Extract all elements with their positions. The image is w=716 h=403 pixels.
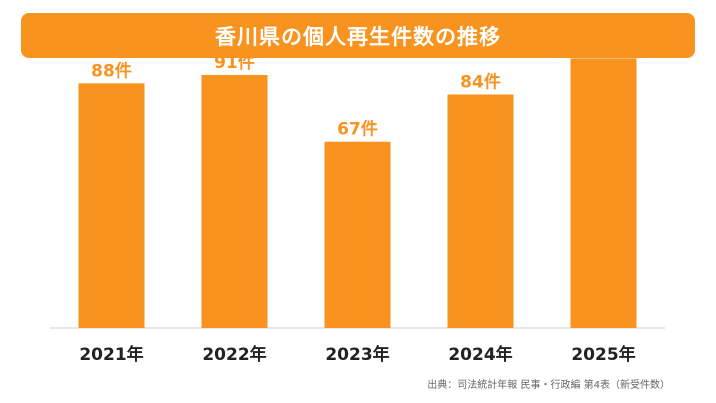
chart-title: 香川県の個人再生件数の推移 <box>215 24 501 49</box>
bar-1 <box>201 75 268 329</box>
bar-value-label-0: 88件 <box>91 60 132 81</box>
bar-value-label-2: 67件 <box>337 119 378 140</box>
bar-value-label-1: 91件 <box>214 52 255 73</box>
x-tick-label-0: 2021年 <box>79 344 143 365</box>
bar-value-label-3: 84件 <box>460 71 501 92</box>
bar-4 <box>570 58 637 329</box>
x-tick-label-2: 2023年 <box>325 344 389 365</box>
bar-0 <box>78 83 145 328</box>
bar-2 <box>324 141 391 328</box>
x-tick-label-1: 2022年 <box>202 344 266 365</box>
bar-3 <box>447 94 514 328</box>
bar-value-label-4: 97件 <box>583 35 624 56</box>
source-note: 出典：司法統計年報 民事・行政編 第4表（新受件数） <box>427 380 670 391</box>
x-tick-label-3: 2024年 <box>448 344 512 365</box>
chart-title-banner: 香川県の個人再生件数の推移 <box>21 13 695 58</box>
x-tick-label-4: 2025年 <box>571 344 635 365</box>
